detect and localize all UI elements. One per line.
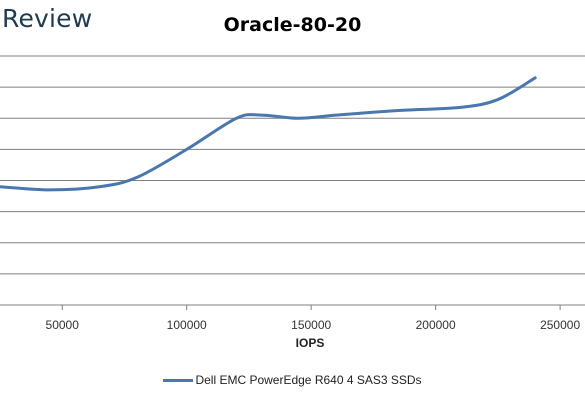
chart-title: Oracle-80-20 — [223, 14, 362, 36]
legend-swatch — [163, 379, 194, 383]
x-tick-label-0: 50000 — [46, 318, 80, 332]
x-tick-label-1: 100000 — [167, 318, 207, 332]
x-axis-ticks: 50000 100000 150000 200000 250000 — [46, 305, 580, 332]
legend-label: Dell EMC PowerEdge R640 4 SAS3 SSDs — [195, 373, 422, 387]
chart-legend: Dell EMC PowerEdge R640 4 SAS3 SSDs — [0, 373, 585, 387]
brand-logo: Review — [2, 4, 93, 33]
x-tick-label-2: 150000 — [291, 318, 331, 332]
x-axis-label: IOPS — [296, 336, 325, 350]
x-tick-label-4: 250000 — [540, 318, 580, 332]
chart-grid — [0, 55, 585, 306]
x-tick-label-3: 200000 — [416, 318, 456, 332]
series-line-r640 — [0, 76, 537, 192]
